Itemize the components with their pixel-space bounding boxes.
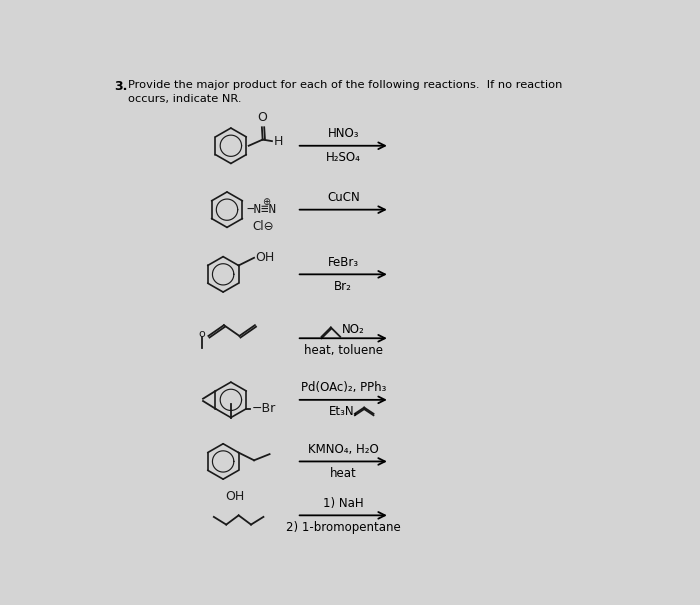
Text: KMNO₄, H₂O: KMNO₄, H₂O <box>308 443 379 456</box>
Text: H₂SO₄: H₂SO₄ <box>326 151 360 164</box>
Text: OH: OH <box>225 490 244 503</box>
Text: Pd(OAc)₂, PPh₃: Pd(OAc)₂, PPh₃ <box>300 382 386 394</box>
Text: Et₃N,: Et₃N, <box>328 405 358 418</box>
Text: Provide the major product for each of the following reactions.  If no reaction
o: Provide the major product for each of th… <box>128 80 562 104</box>
Text: heat: heat <box>330 467 356 480</box>
Text: −N≡N: −N≡N <box>246 203 276 216</box>
Text: H: H <box>274 135 283 148</box>
Text: OH: OH <box>256 251 275 264</box>
Text: Cl⊖: Cl⊖ <box>253 220 274 234</box>
Text: 3.: 3. <box>115 80 128 93</box>
Text: 1) NaH: 1) NaH <box>323 497 363 510</box>
Text: Br₂: Br₂ <box>335 280 352 293</box>
Text: NO₂: NO₂ <box>342 322 365 336</box>
Text: HNO₃: HNO₃ <box>328 128 359 140</box>
Text: CuCN: CuCN <box>327 191 360 204</box>
Text: 2) 1-bromopentane: 2) 1-bromopentane <box>286 521 400 534</box>
Text: heat, toluene: heat, toluene <box>304 344 383 356</box>
Text: −Br: −Br <box>252 402 276 415</box>
Text: FeBr₃: FeBr₃ <box>328 256 359 269</box>
Text: O: O <box>258 111 267 124</box>
Text: ⊕: ⊕ <box>262 197 271 207</box>
Text: o: o <box>199 329 206 339</box>
